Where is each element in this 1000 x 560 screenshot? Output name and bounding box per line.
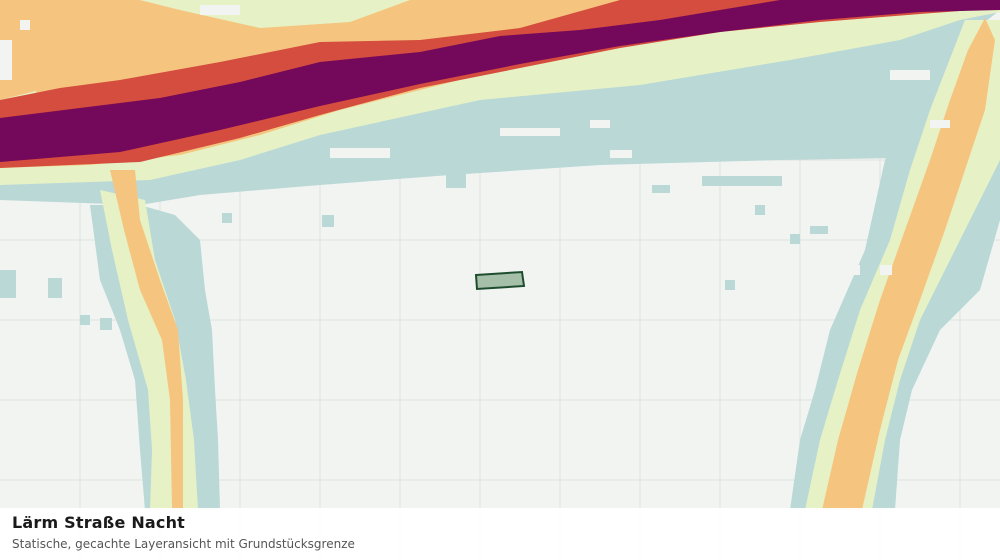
caption-subtitle: Statische, gecachte Layeransicht mit Gru… bbox=[12, 537, 355, 551]
noise-band-highest-top bbox=[0, 0, 1000, 162]
map-caption: Lärm Straße Nacht Statische, gecachte La… bbox=[0, 508, 1000, 560]
noise-band-mid-left bbox=[110, 170, 183, 510]
caption-title: Lärm Straße Nacht bbox=[12, 513, 186, 532]
noise-scatter bbox=[0, 170, 828, 330]
noise-gaps bbox=[0, 5, 950, 275]
parcel-boundary[interactable] bbox=[474, 270, 526, 291]
noise-band-mid-right bbox=[822, 18, 995, 510]
noise-band-high-top bbox=[0, 0, 1000, 168]
